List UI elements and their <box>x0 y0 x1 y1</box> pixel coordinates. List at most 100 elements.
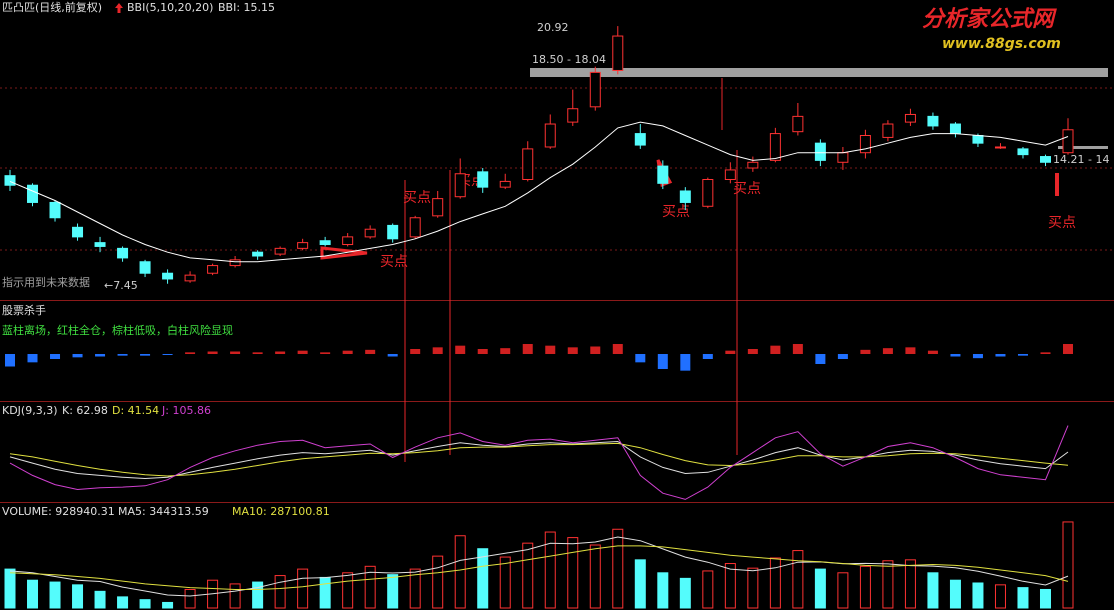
candle-body <box>454 173 466 198</box>
candle-body <box>949 123 961 135</box>
killer-bar <box>410 349 421 354</box>
killer-bar <box>837 354 848 359</box>
candle-body <box>117 247 129 259</box>
killer-bar <box>297 350 308 354</box>
bbi-line <box>9 121 1069 263</box>
candle-body <box>49 201 61 219</box>
volume-bar <box>792 550 804 609</box>
volume-bar <box>769 557 781 609</box>
price-band <box>1058 146 1108 149</box>
volume-bar <box>477 548 489 609</box>
volume-bar <box>1017 587 1029 609</box>
killer-bar <box>680 354 691 371</box>
killer-bar <box>387 354 398 357</box>
killer-bar <box>950 354 961 357</box>
volume-bar <box>252 581 264 609</box>
volume-bar <box>184 588 196 609</box>
killer-bar <box>252 352 263 354</box>
buy-label: 买点 <box>380 254 408 270</box>
candle-body <box>94 242 106 247</box>
candle-body <box>319 240 331 246</box>
volume-bar <box>139 599 151 609</box>
killer-bar <box>342 350 353 354</box>
bbi-value: BBI: 15.15 <box>218 1 275 14</box>
killer-bar <box>320 352 331 354</box>
ma5-label: MA5: 344313.59 <box>118 505 209 518</box>
volume-bar <box>927 572 939 609</box>
candle-body <box>972 135 984 144</box>
volume-bar <box>364 565 376 609</box>
candle-body <box>387 224 399 240</box>
ma10-label: MA10: 287100.81 <box>232 505 330 518</box>
volume-bar <box>724 563 736 609</box>
grid-dots <box>0 87 1114 251</box>
killer-bar <box>1063 344 1073 354</box>
killer-bar <box>365 349 376 354</box>
candle-body <box>297 242 309 249</box>
killer-bar <box>140 354 151 356</box>
candle-body <box>499 180 511 188</box>
killer-bar <box>5 354 15 367</box>
volume-bar <box>814 568 826 609</box>
candle-body <box>522 148 534 180</box>
candle-body <box>1017 148 1029 156</box>
arrow-icon <box>115 3 123 13</box>
candle-body <box>724 169 736 180</box>
killer-bar <box>635 354 646 363</box>
buy-label: 买点 <box>403 190 431 206</box>
volume-bar <box>522 542 534 609</box>
high-label: 20.92 <box>537 21 569 34</box>
volume-bar <box>94 590 106 609</box>
candle-body <box>882 123 894 138</box>
volume-bar <box>27 579 39 609</box>
candle-body <box>432 198 444 217</box>
candle-body <box>184 274 196 282</box>
candle-body <box>4 175 16 186</box>
candle-body <box>342 236 354 246</box>
killer-bar <box>230 351 241 354</box>
volume-bar <box>589 544 601 609</box>
d-label: D: 41.54 <box>112 404 159 417</box>
candle-body <box>229 259 241 267</box>
volume-bar <box>544 531 556 609</box>
ma10-line <box>9 545 1069 590</box>
killer-bar <box>567 347 578 354</box>
killer-bar <box>477 349 488 354</box>
volume-bar <box>342 572 354 609</box>
volume-bar <box>274 575 286 609</box>
volume-bar <box>679 577 691 609</box>
candle-body <box>679 190 691 203</box>
killer-bar <box>275 351 286 354</box>
volume-bar <box>432 555 444 609</box>
candle-body <box>364 228 376 238</box>
candle-body <box>409 217 421 238</box>
mark-stroke <box>320 246 368 260</box>
volume-bar <box>747 567 759 609</box>
candle-body <box>1062 129 1074 154</box>
candle-body <box>544 123 556 148</box>
killer-title: 股票杀手 <box>2 303 46 317</box>
volume-bar <box>229 583 241 609</box>
volume-bar <box>702 570 714 609</box>
panel-borders <box>0 300 1114 503</box>
killer-bar <box>905 347 916 354</box>
candle-body <box>859 135 871 154</box>
killer-bar <box>95 354 106 357</box>
kdj-title: KDJ(9,3,3) <box>2 404 58 417</box>
warning: 指示用到未来数据 <box>2 275 90 289</box>
candle-body <box>612 35 624 71</box>
volume-bar <box>994 584 1006 609</box>
killer-bar <box>432 347 443 354</box>
candle-body <box>1039 156 1051 163</box>
killer-bar <box>612 344 623 354</box>
killer-bar <box>27 354 38 363</box>
candle-body <box>747 161 759 169</box>
volume-bar <box>387 574 399 609</box>
candle-body <box>252 251 264 257</box>
d-line <box>9 442 1069 477</box>
volume-bar <box>297 568 309 609</box>
low-label: ←7.45 <box>104 279 138 292</box>
ma5-line <box>9 536 1069 597</box>
candle-body <box>904 113 916 123</box>
